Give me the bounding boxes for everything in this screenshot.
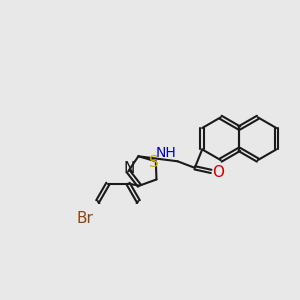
Text: NH: NH [155,146,176,160]
Text: Br: Br [76,211,93,226]
Text: O: O [212,165,224,180]
Text: N: N [124,161,135,176]
Text: S: S [149,155,159,170]
